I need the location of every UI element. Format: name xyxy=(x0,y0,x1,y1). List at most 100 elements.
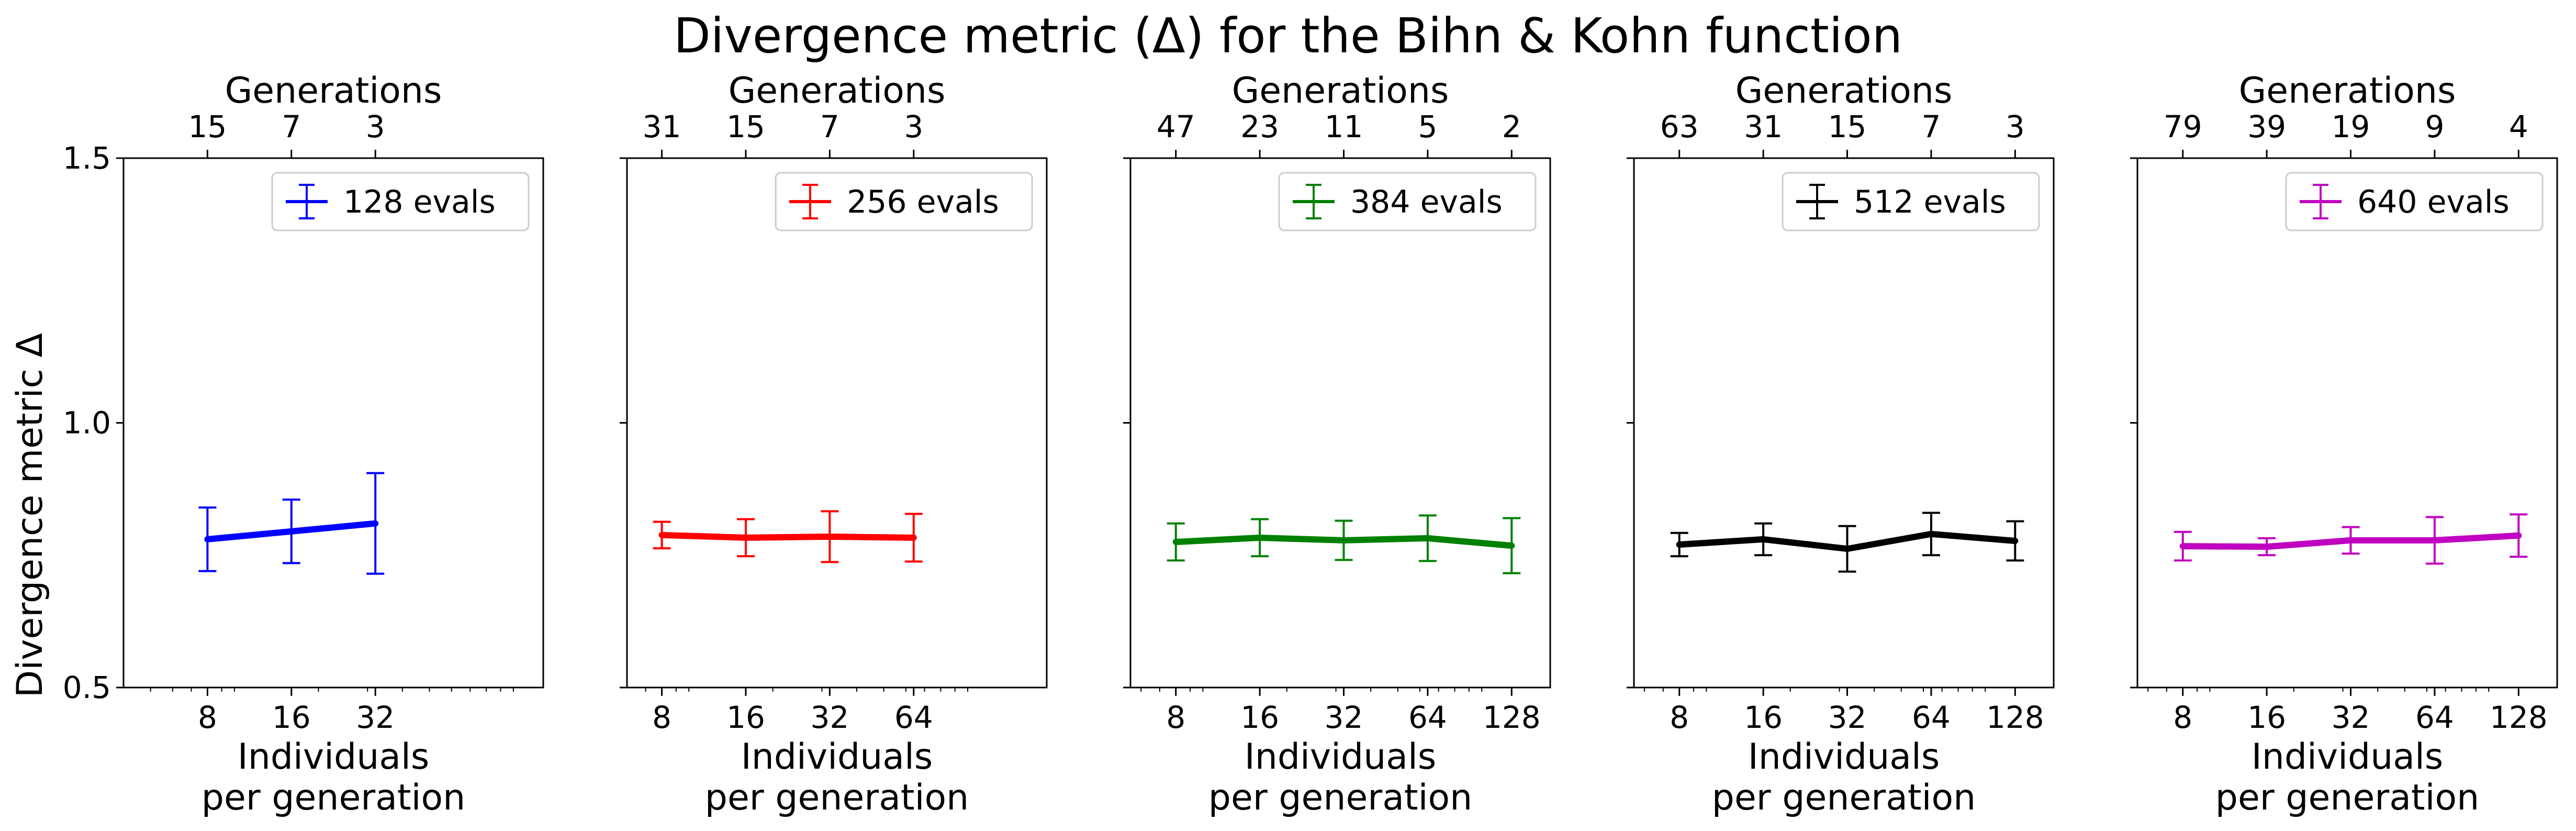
x-axis-label-line2: per generation xyxy=(2215,777,2479,818)
top-tick-label: 11 xyxy=(1325,109,1363,145)
legend: 256 evals xyxy=(775,172,1033,231)
x-tick-label: 16 xyxy=(726,700,765,735)
top-tick-label: 15 xyxy=(1828,109,1867,145)
top-tick-label: 15 xyxy=(726,109,765,145)
top-axis-label: Generations xyxy=(2239,70,2456,112)
x-tick-label: 32 xyxy=(810,700,849,735)
series-512-evals xyxy=(1670,512,2024,573)
x-tick-label: 8 xyxy=(198,700,217,735)
error-bar xyxy=(2258,537,2276,557)
x-axis-label-line1: Individuals xyxy=(238,736,430,778)
top-tick-label: 31 xyxy=(643,109,681,145)
data-point xyxy=(372,520,379,527)
top-tick-label: 2 xyxy=(1502,109,1521,145)
x-axis-label-line2: per generation xyxy=(1208,777,1472,818)
error-bar xyxy=(2425,516,2444,565)
error-bar xyxy=(2342,526,2360,555)
top-axis-label: Generations xyxy=(225,70,442,112)
x-tick-label: 16 xyxy=(2247,700,2286,735)
x-tick-label: 32 xyxy=(1828,700,1867,735)
series-128-evals xyxy=(198,472,385,575)
data-point xyxy=(910,534,917,541)
data-point xyxy=(2264,544,2270,550)
x-axis-label-line2: per generation xyxy=(705,777,969,818)
x-tick-label: 32 xyxy=(1325,700,1363,735)
series-640-evals xyxy=(2174,513,2528,565)
x-axis-label-line1: Individuals xyxy=(741,736,933,778)
top-axis-label: Generations xyxy=(729,70,946,112)
data-point xyxy=(742,534,749,541)
x-tick-label: 8 xyxy=(1166,700,1185,735)
x-tick-label: 16 xyxy=(1744,700,1783,735)
legend: 128 evals xyxy=(271,172,530,231)
data-point xyxy=(204,536,211,542)
axes-frame xyxy=(1129,157,1551,689)
x-tick-label: 64 xyxy=(1912,700,1951,735)
x-tick-label: 64 xyxy=(1408,700,1447,735)
legend: 512 evals xyxy=(1782,172,2040,231)
error-bar xyxy=(1167,522,1185,562)
error-bar xyxy=(1251,518,1269,558)
axes-frame xyxy=(1633,157,2055,689)
error-bar xyxy=(653,520,671,550)
error-bar xyxy=(2174,530,2192,562)
x-tick-label: 32 xyxy=(2332,700,2370,735)
series-384-evals xyxy=(1167,514,1521,574)
x-tick-label: 16 xyxy=(1240,700,1279,735)
error-bar xyxy=(2510,513,2528,558)
y-tick-label: 0.5 xyxy=(63,670,111,705)
legend-box xyxy=(1782,172,2040,231)
top-axis-label: Generations xyxy=(1735,70,1953,112)
data-point xyxy=(1928,530,1934,537)
axes-frame xyxy=(626,157,1048,689)
top-tick-label: 7 xyxy=(1921,109,1941,145)
x-tick-label: 128 xyxy=(1483,700,1541,735)
y-tick-label: 1.5 xyxy=(63,140,111,176)
top-tick-label: 79 xyxy=(2164,109,2202,145)
series-line xyxy=(662,531,914,541)
x-tick-label: 64 xyxy=(2415,700,2454,735)
legend-box xyxy=(1278,172,1537,231)
legend: 640 evals xyxy=(2285,172,2544,231)
error-bar xyxy=(821,510,839,563)
error-bar xyxy=(366,472,385,575)
x-tick-label: 32 xyxy=(356,700,395,735)
top-tick-label: 23 xyxy=(1240,109,1279,145)
x-tick-label: 128 xyxy=(1986,700,2044,735)
axes-frame xyxy=(2136,157,2558,689)
top-tick-label: 19 xyxy=(2332,109,2370,145)
legend-label: 512 evals xyxy=(1854,184,2006,220)
panel-4: 8 16 32 64 128 63 31 15 7 3 Generations Individuals… xyxy=(1627,70,2055,818)
data-point xyxy=(826,533,833,540)
error-bar xyxy=(736,518,755,558)
top-tick-label: 5 xyxy=(1418,109,1437,145)
x-tick-label: 16 xyxy=(272,700,311,735)
x-tick-label: 8 xyxy=(652,700,671,735)
data-point xyxy=(2179,543,2186,550)
x-axis-label-line2: per generation xyxy=(1712,777,1976,818)
legend: 384 evals xyxy=(1278,172,1537,231)
y-axis-label: Divergence metric Δ xyxy=(9,333,51,697)
data-point xyxy=(2347,537,2354,544)
error-bar xyxy=(1503,517,1521,574)
legend-box xyxy=(271,172,530,231)
data-point xyxy=(1760,536,1767,542)
data-point xyxy=(2012,537,2019,544)
error-bar xyxy=(1754,522,1773,557)
legend-label: 384 evals xyxy=(1350,184,1503,220)
legend-label: 256 evals xyxy=(847,184,999,220)
error-bar xyxy=(1922,512,1940,557)
error-bar xyxy=(1418,514,1437,562)
top-tick-label: 7 xyxy=(282,109,301,145)
x-tick-label: 64 xyxy=(894,700,933,735)
legend-label: 128 evals xyxy=(343,184,496,220)
error-bar xyxy=(1335,519,1353,561)
panel-5: 8 16 32 64 128 79 39 19 9 4 Generations Individuals… xyxy=(2130,70,2558,818)
data-point xyxy=(1340,537,1347,544)
series-256-evals xyxy=(653,510,923,563)
x-tick-label: 8 xyxy=(2173,700,2192,735)
